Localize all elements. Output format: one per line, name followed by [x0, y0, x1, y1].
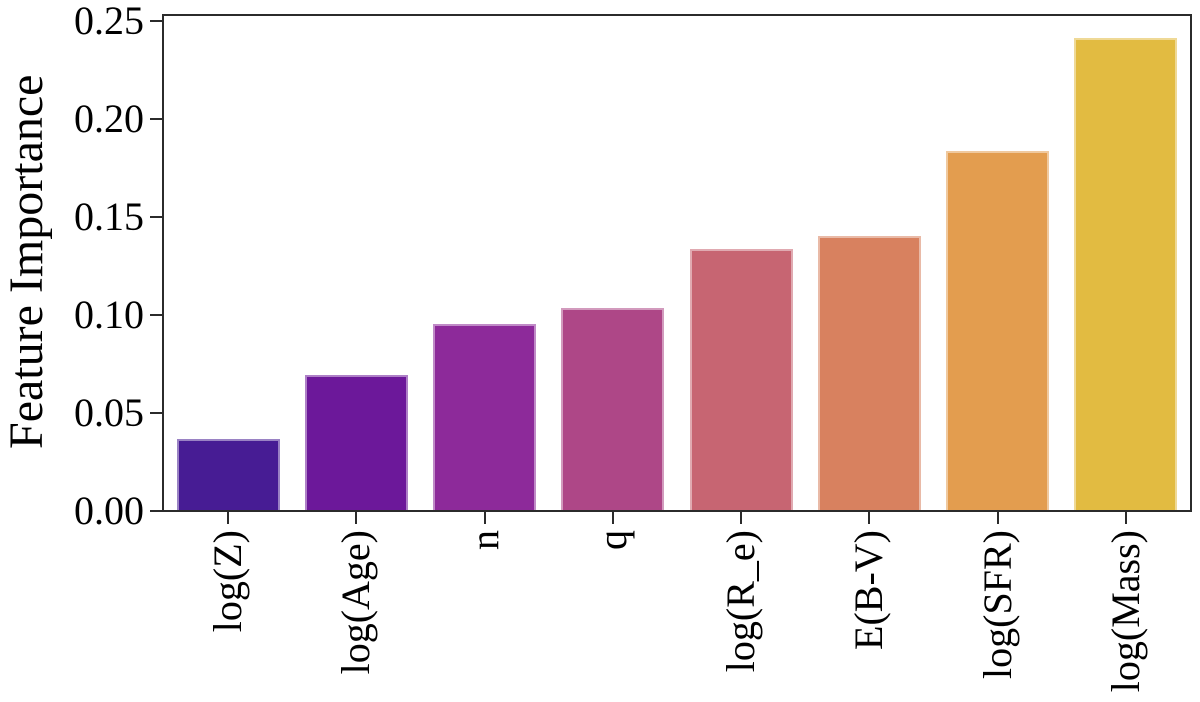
x-tick-label-q: q — [590, 530, 635, 550]
bar-log-sfr — [946, 151, 1049, 510]
bar-e-b-v — [818, 236, 921, 510]
x-tick-label-n: n — [462, 530, 507, 550]
x-tick-mark — [227, 512, 229, 524]
plot-area — [162, 14, 1192, 512]
y-tick-label-0-00: 0.00 — [74, 488, 144, 533]
bar-log-mass — [1074, 38, 1177, 510]
bar-n — [433, 324, 536, 510]
x-tick-label-log-mass: log(Mass) — [1103, 530, 1148, 693]
x-tick-mark — [740, 512, 742, 524]
x-tick-mark — [1125, 512, 1127, 524]
bar-log-z — [177, 439, 280, 510]
y-tick-mark — [150, 510, 162, 512]
x-tick-mark — [484, 512, 486, 524]
y-tick-label-0-20: 0.20 — [74, 96, 144, 141]
y-tick-label-0-25: 0.25 — [74, 0, 144, 43]
y-tick-label-0-10: 0.10 — [74, 292, 144, 337]
x-tick-mark — [997, 512, 999, 524]
y-tick-mark — [150, 216, 162, 218]
x-tick-mark — [868, 512, 870, 524]
bar-q — [561, 308, 664, 510]
x-tick-mark — [355, 512, 357, 524]
x-tick-label-e-b-v: E(B-V) — [846, 530, 891, 650]
y-tick-label-0-05: 0.05 — [74, 390, 144, 435]
y-tick-mark — [150, 118, 162, 120]
y-tick-mark — [150, 314, 162, 316]
x-tick-label-log-r-e: log(R_e) — [718, 530, 763, 673]
y-tick-mark — [150, 412, 162, 414]
bar-log-age — [305, 375, 408, 510]
x-tick-label-log-age: log(Age) — [333, 530, 378, 675]
x-tick-mark — [612, 512, 614, 524]
y-tick-label-0-15: 0.15 — [74, 194, 144, 239]
bar-log-r-e — [690, 249, 793, 510]
x-tick-label-log-z: log(Z) — [205, 530, 250, 633]
x-tick-label-log-sfr: log(SFR) — [975, 530, 1020, 679]
y-tick-mark — [150, 20, 162, 22]
